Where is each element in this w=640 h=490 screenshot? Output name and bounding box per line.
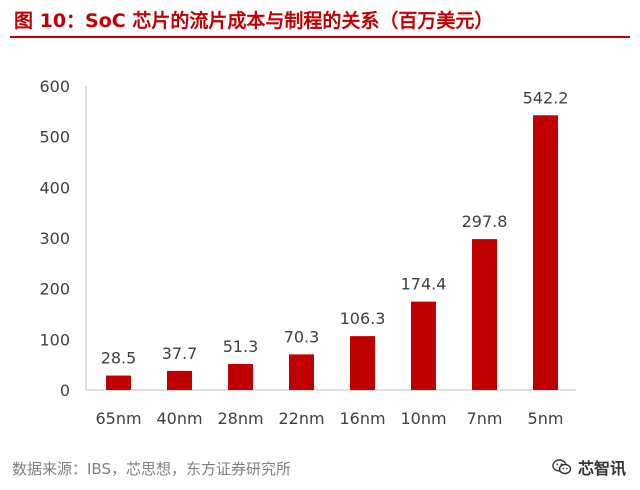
- bar: [533, 115, 558, 390]
- source-note: 数据来源：IBS，芯思想，东方证券研究所: [12, 460, 291, 478]
- data-label: 542.2: [523, 88, 569, 107]
- bar: [228, 364, 253, 390]
- data-label: 174.4: [401, 275, 447, 294]
- x-tick-label: 10nm: [400, 409, 446, 428]
- x-tick-label: 16nm: [339, 409, 385, 428]
- watermark-text: 芯智讯: [577, 459, 626, 478]
- wechat-icon: [552, 459, 572, 475]
- bar: [472, 239, 497, 390]
- x-tick-label: 5nm: [528, 409, 564, 428]
- y-tick-label: 100: [39, 330, 70, 349]
- x-tick-label: 7nm: [467, 409, 503, 428]
- y-tick-label: 500: [39, 128, 70, 147]
- bar: [289, 354, 314, 390]
- title-underline: [10, 36, 630, 38]
- data-label: 106.3: [340, 309, 386, 328]
- data-label: 28.5: [101, 349, 137, 368]
- data-label: 297.8: [462, 212, 508, 231]
- bar: [167, 370, 192, 390]
- x-tick-label: 65nm: [95, 409, 141, 428]
- y-tick-label: 600: [39, 77, 70, 96]
- bar: [106, 375, 131, 390]
- x-tick-label: 28nm: [217, 409, 263, 428]
- data-label: 70.3: [284, 327, 320, 346]
- bar: [350, 336, 375, 390]
- data-label: 51.3: [223, 337, 259, 356]
- y-tick-label: 0: [60, 381, 70, 400]
- chart-title: 图 10：SoC 芯片的流片成本与制程的关系（百万美元）: [14, 10, 494, 32]
- x-tick-label: 40nm: [156, 409, 202, 428]
- x-tick-label: 22nm: [278, 409, 324, 428]
- bar-chart: 0 100 200 300 400 500 600 28.5 65nm 37.7 40nm 51.3 2…: [39, 77, 576, 428]
- bar: [411, 301, 436, 390]
- data-label: 37.7: [162, 344, 198, 363]
- y-tick-label: 200: [39, 280, 70, 299]
- y-tick-label: 400: [39, 178, 70, 197]
- y-tick-label: 300: [39, 229, 70, 248]
- watermark: 芯智讯: [552, 455, 626, 479]
